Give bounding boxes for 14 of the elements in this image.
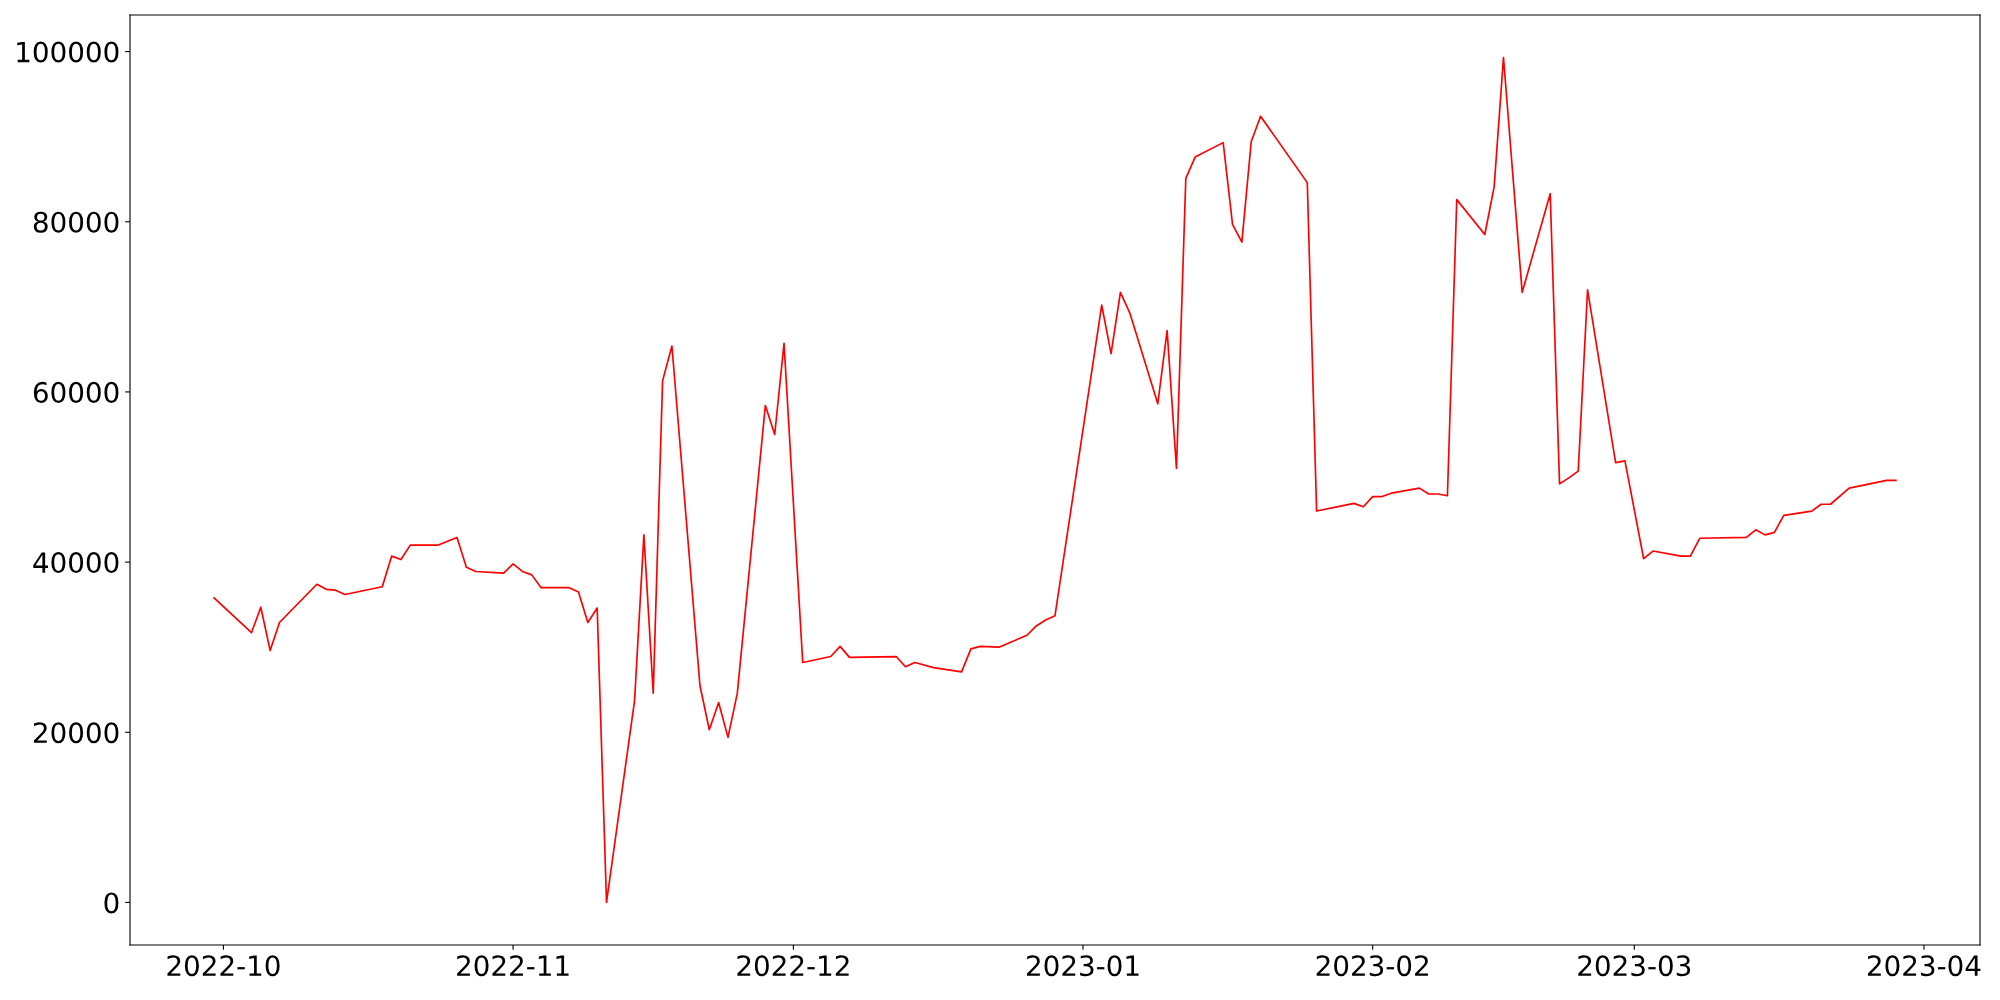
y-tick-label: 40000 [33,552,119,574]
x-tick-label: 2022-11 [457,955,569,977]
x-tick-label: 2022-10 [167,955,280,977]
y-tick-label: 0 [104,892,119,914]
y-tick-label: 20000 [33,722,119,744]
y-tick-label: 80000 [33,211,119,233]
x-tick-label: 2023-03 [1578,955,1691,977]
x-tick-label: 2022-12 [737,955,849,977]
y-tick-label: 60000 [33,381,119,403]
y-tick-label: 100000 [17,41,119,63]
x-tick-label: 2023-01 [1027,955,1139,977]
x-tick-label: 2023-02 [1316,955,1428,977]
x-tick-label: 2023-04 [1867,955,1981,977]
line-series [213,56,1897,904]
